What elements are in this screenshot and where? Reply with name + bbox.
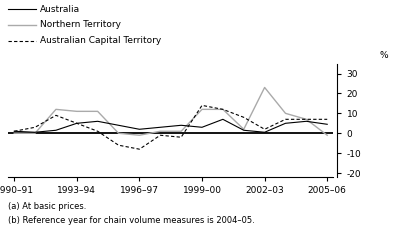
Australian Capital Territory xyxy=(33,126,37,129)
Northern Territory xyxy=(74,110,79,113)
Australian Capital Territory xyxy=(95,130,100,133)
Northern Territory xyxy=(283,112,288,115)
Northern Territory xyxy=(262,86,267,89)
Australian Capital Territory xyxy=(158,134,163,137)
Australian Capital Territory xyxy=(304,118,309,121)
Northern Territory xyxy=(137,134,142,137)
Australia xyxy=(262,131,267,134)
Australia xyxy=(74,122,79,125)
Australian Capital Territory xyxy=(220,108,225,111)
Line: Northern Territory: Northern Territory xyxy=(14,87,327,135)
Northern Territory xyxy=(33,132,37,135)
Text: (a) At basic prices.: (a) At basic prices. xyxy=(8,202,86,211)
Australia xyxy=(158,126,163,129)
Australia xyxy=(116,124,121,127)
Northern Territory xyxy=(54,108,58,111)
Australian Capital Territory xyxy=(241,116,246,119)
Australia xyxy=(283,122,288,125)
Text: (b) Reference year for chain volume measures is 2004–05.: (b) Reference year for chain volume meas… xyxy=(8,216,255,225)
Northern Territory xyxy=(158,130,163,133)
Australia xyxy=(95,120,100,123)
Line: Australia: Australia xyxy=(14,119,327,132)
Northern Territory xyxy=(325,134,330,137)
Australia xyxy=(325,123,330,126)
Australian Capital Territory xyxy=(54,114,58,117)
Australia xyxy=(33,131,37,134)
Australia xyxy=(137,128,142,131)
Australia xyxy=(12,130,17,133)
Text: Northern Territory: Northern Territory xyxy=(40,20,121,30)
Northern Territory xyxy=(304,118,309,121)
Australia xyxy=(54,129,58,132)
Text: Australian Capital Territory: Australian Capital Territory xyxy=(40,36,161,45)
Text: Australia: Australia xyxy=(40,5,80,14)
Australian Capital Territory xyxy=(137,148,142,151)
Australia xyxy=(241,129,246,132)
Australian Capital Territory xyxy=(179,136,183,139)
Australia xyxy=(220,118,225,121)
Northern Territory xyxy=(220,108,225,111)
Text: %: % xyxy=(379,51,388,60)
Northern Territory xyxy=(95,110,100,113)
Australian Capital Territory xyxy=(200,104,204,107)
Australian Capital Territory xyxy=(262,128,267,131)
Australia xyxy=(179,124,183,127)
Northern Territory xyxy=(116,132,121,135)
Australian Capital Territory xyxy=(74,122,79,125)
Australia xyxy=(200,126,204,129)
Northern Territory xyxy=(179,130,183,133)
Northern Territory xyxy=(241,128,246,131)
Australian Capital Territory xyxy=(116,144,121,147)
Australian Capital Territory xyxy=(283,118,288,121)
Australia xyxy=(304,120,309,123)
Australian Capital Territory xyxy=(12,130,17,133)
Northern Territory xyxy=(200,108,204,111)
Northern Territory xyxy=(12,132,17,135)
Line: Australian Capital Territory: Australian Capital Territory xyxy=(14,105,327,149)
Australian Capital Territory xyxy=(325,118,330,121)
